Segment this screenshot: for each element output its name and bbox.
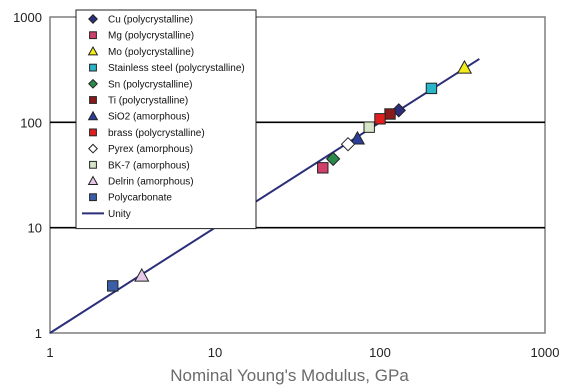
legend-marker-9	[89, 160, 97, 169]
data-point-2-0	[456, 59, 473, 74]
x-tick-label-1000: 1000	[531, 345, 560, 360]
data-points	[107, 59, 473, 292]
y-tick-label-1000: 1000	[13, 10, 42, 25]
legend-marker-7	[89, 128, 97, 137]
legend-marker-5	[89, 96, 97, 104]
legend-label-9: BK-7 (amorphous)	[108, 160, 190, 171]
data-point-4-0	[325, 151, 341, 167]
legend: Cu (polycrystalline) Mg (polycrystalline)…	[75, 9, 257, 230]
legend-label-5: Ti (polycrystalline)	[108, 96, 188, 107]
x-tick-label-100: 100	[369, 345, 391, 360]
legend-marker-4	[88, 78, 98, 89]
legend-marker-2	[87, 45, 99, 56]
data-point-3-0	[425, 82, 438, 95]
tick-labels: 1 10 100 1000 1 10 100 1000	[13, 10, 559, 360]
legend-marker-11	[89, 193, 97, 202]
unity-line-layer	[49, 58, 480, 334]
data-point-5-0	[384, 108, 396, 120]
y-tick-label-10: 10	[28, 221, 42, 236]
legend-marker-8	[88, 143, 98, 154]
legend-marker-6	[87, 110, 99, 121]
data-point-1-0	[317, 162, 329, 174]
legend-box	[75, 9, 257, 230]
legend-label-2: Mo (polycrystalline)	[108, 47, 194, 58]
legend-label-10: Delrin (amorphous)	[108, 177, 194, 188]
legend-label-0: Cu (polycrystalline)	[108, 15, 193, 26]
y-tick-label-1: 1	[35, 326, 42, 341]
legend-label-8: Pyrex (amorphous)	[108, 144, 193, 155]
data-point-7-0	[374, 113, 386, 125]
legend-label-4: Sn (polycrystalline)	[108, 79, 192, 90]
legend-label-7: brass (polycrystalline)	[108, 128, 205, 139]
unity-line	[49, 58, 480, 334]
x-axis-label: Nominal Young's Modulus, GPa	[170, 366, 409, 385]
x-tick-label-10: 10	[208, 345, 222, 360]
data-point-9-0	[363, 121, 375, 133]
x-tick-label-1: 1	[46, 345, 53, 360]
legend-marker-10	[87, 175, 99, 186]
data-point-8-0	[340, 136, 356, 152]
legend-marker-1	[89, 31, 97, 40]
legend-marker-3	[89, 63, 97, 72]
y-tick-label-100: 100	[20, 115, 42, 130]
data-point-11-0	[107, 280, 119, 292]
legend-label-unity: Unity	[108, 209, 131, 220]
data-point-6-0	[349, 130, 366, 145]
legend-label-3: Stainless steel (polycrystalline)	[108, 63, 245, 74]
data-point-10-0	[134, 267, 150, 282]
legend-label-1: Mg (polycrystalline)	[108, 31, 194, 42]
legend-label-11: Polycarbonate	[108, 193, 172, 204]
legend-marker-0	[88, 14, 98, 24]
legend-label-6: SiO2 (amorphous)	[108, 112, 190, 123]
